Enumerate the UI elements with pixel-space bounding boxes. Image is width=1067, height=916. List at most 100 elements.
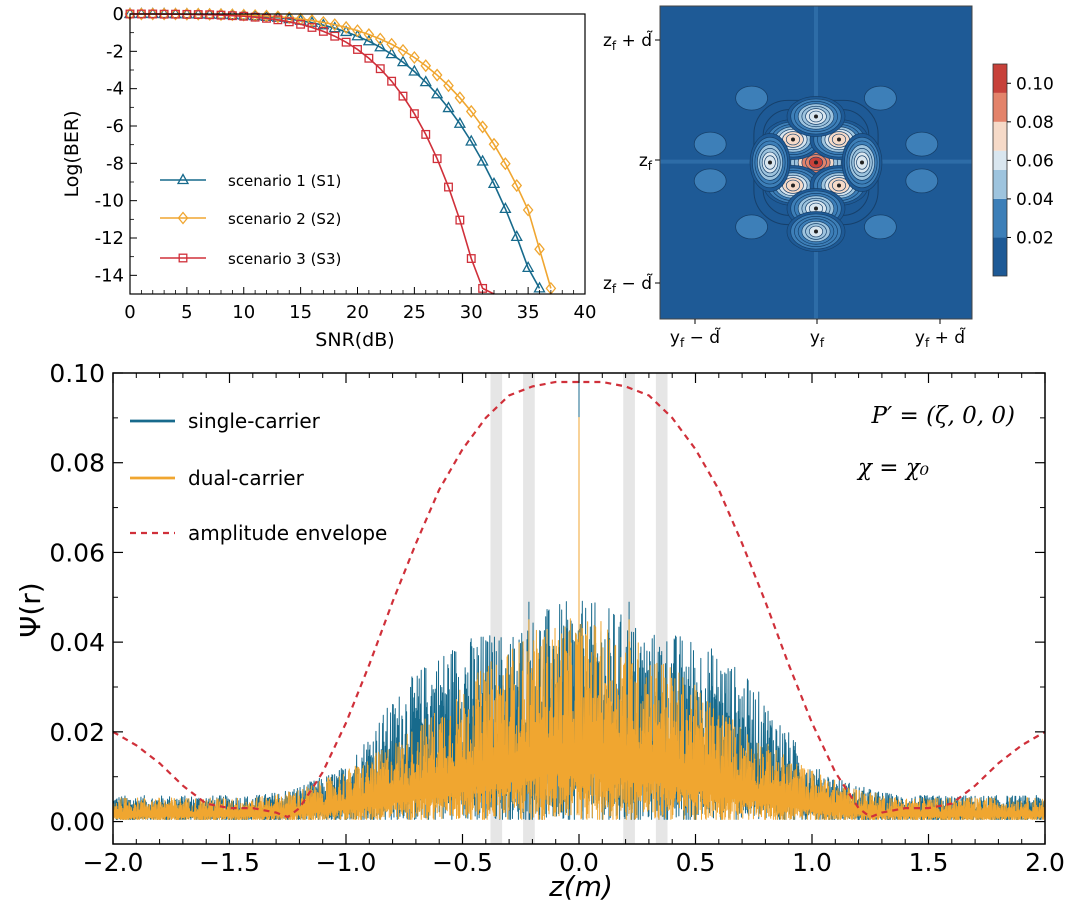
profile-y-tick-label: 0.04 [49,628,105,657]
profile-x-tick-label: 0.5 [676,848,716,877]
ber-point [181,7,193,21]
side-lobe [735,85,768,111]
colorbar-segment [993,92,1007,122]
ber-point [455,215,465,225]
ber-point [272,10,284,24]
profile-legend-label: dual-carrier [188,466,305,490]
profile-axis-ticks: −2.0 −1.5 −1.0 −0.5 0.0 0.5 1.0 1.5 2.0 0.00 0.02 0… [49,359,1065,877]
heatmap-x-tick-label: yf + d̃ [915,327,966,350]
heatmap-field [660,6,972,319]
ber-point [340,20,352,34]
ber-point [374,40,387,52]
ber-point [215,8,227,22]
ber-legend-entry: scenario 3 (S3) [160,250,341,268]
ber-point [488,137,500,151]
profile-traces [113,380,1045,820]
ber-point [477,120,488,134]
ber-y-tick-label: -4 [106,79,124,100]
ber-x-tick-label: 35 [517,302,540,323]
ber-point [158,7,170,21]
ber-point [444,182,453,192]
ber-x-tick-label: 30 [460,302,483,323]
ber-point [397,43,409,57]
ber-series-line [130,13,552,289]
ber-x-tick-label: 10 [232,302,255,323]
ber-point [476,154,489,166]
ber-point [170,7,181,21]
profile-y-tick-label: 0.02 [49,718,105,747]
ber-point [409,50,420,65]
ber-point [421,129,431,139]
ber-point [296,19,306,29]
peak-dot [837,137,841,142]
ber-point [499,202,512,214]
ber-point [385,47,398,59]
ber-point [363,28,375,42]
peak-dot [814,229,818,234]
profile-y-tick-label: 0.10 [49,359,105,388]
ber-point [534,242,545,256]
ber-point [487,177,501,189]
annotation-point: P′ = (ζ, 0, 0) [870,403,1015,429]
ber-legend-label: scenario 3 (S3) [228,250,341,268]
heatmap-y-tick-label: zf − d̃ [603,273,653,296]
ber-y-tick-label: -12 [95,228,124,249]
ber-point [454,91,466,105]
ber-point [136,7,147,21]
ber-legend-entry: scenario 1 (S1) [160,172,341,190]
ber-x-tick-label: 25 [403,302,426,323]
side-lobe [735,214,768,240]
ber-point [227,8,238,22]
ber-x-tick-label: 40 [574,302,597,323]
shaded-band [490,373,503,844]
side-lobe [864,214,897,240]
ber-point [386,37,397,51]
ber-y-tick-label: -10 [95,191,124,212]
ber-point [511,179,523,193]
ber-x-tick-label: 20 [346,302,369,323]
amplitude-envelope-line [113,380,1045,819]
colorbar-segment [993,170,1007,199]
ber-point [442,101,455,113]
ber-point [353,45,362,54]
ber-point [398,91,408,101]
ber-point [500,157,511,171]
ber-point [432,154,442,164]
ber-point [204,7,215,21]
ber-point [306,14,318,28]
profile-y-axis-label: Ψ(r) [14,582,47,637]
heatmap-x-tick-label: yf − d̃ [670,327,721,350]
ber-point [466,254,476,263]
ber-point [205,10,215,20]
ber-point [375,64,385,74]
profile-legend-entry: amplitude envelope [130,521,387,545]
ber-series-line [130,13,541,289]
ber-point [419,75,432,87]
ber-point [284,17,294,27]
heatmap-peak [749,133,791,192]
ber-point [147,7,159,21]
profile-x-tick-label: −0.5 [432,848,493,877]
peak-dot [791,137,795,142]
colorbar-tick-label: 0.04 [1016,190,1054,210]
ber-point [409,109,419,119]
ber-point [227,11,237,21]
ber-y-tick-label: -6 [106,116,124,137]
shaded-band [655,373,668,844]
ber-point [431,68,443,82]
ber-y-axis-label: Log(BER) [61,110,83,197]
ber-x-tick-label: 5 [181,302,192,323]
profile-legend-entry: dual-carrier [130,466,305,490]
legend-marker [177,211,189,225]
ber-x-tick-label: 0 [124,302,135,323]
heatmap-ticks: yf − d̃ yf yf + d̃ zf + d̃ zf zf − d̃ [603,30,966,350]
ber-point [387,76,397,86]
ber-axis-ticks: 0 5 10 15 20 25 30 35 40 0 -2 -4 -6 -8 -10 -12 -14 [95,4,597,323]
colorbar-segment [993,64,1007,93]
profile-x-tick-label: −1.5 [199,848,260,877]
ber-point [341,37,351,47]
colorbar-segment [993,237,1007,276]
annotation-chi: χ = χ₀ [856,455,929,481]
